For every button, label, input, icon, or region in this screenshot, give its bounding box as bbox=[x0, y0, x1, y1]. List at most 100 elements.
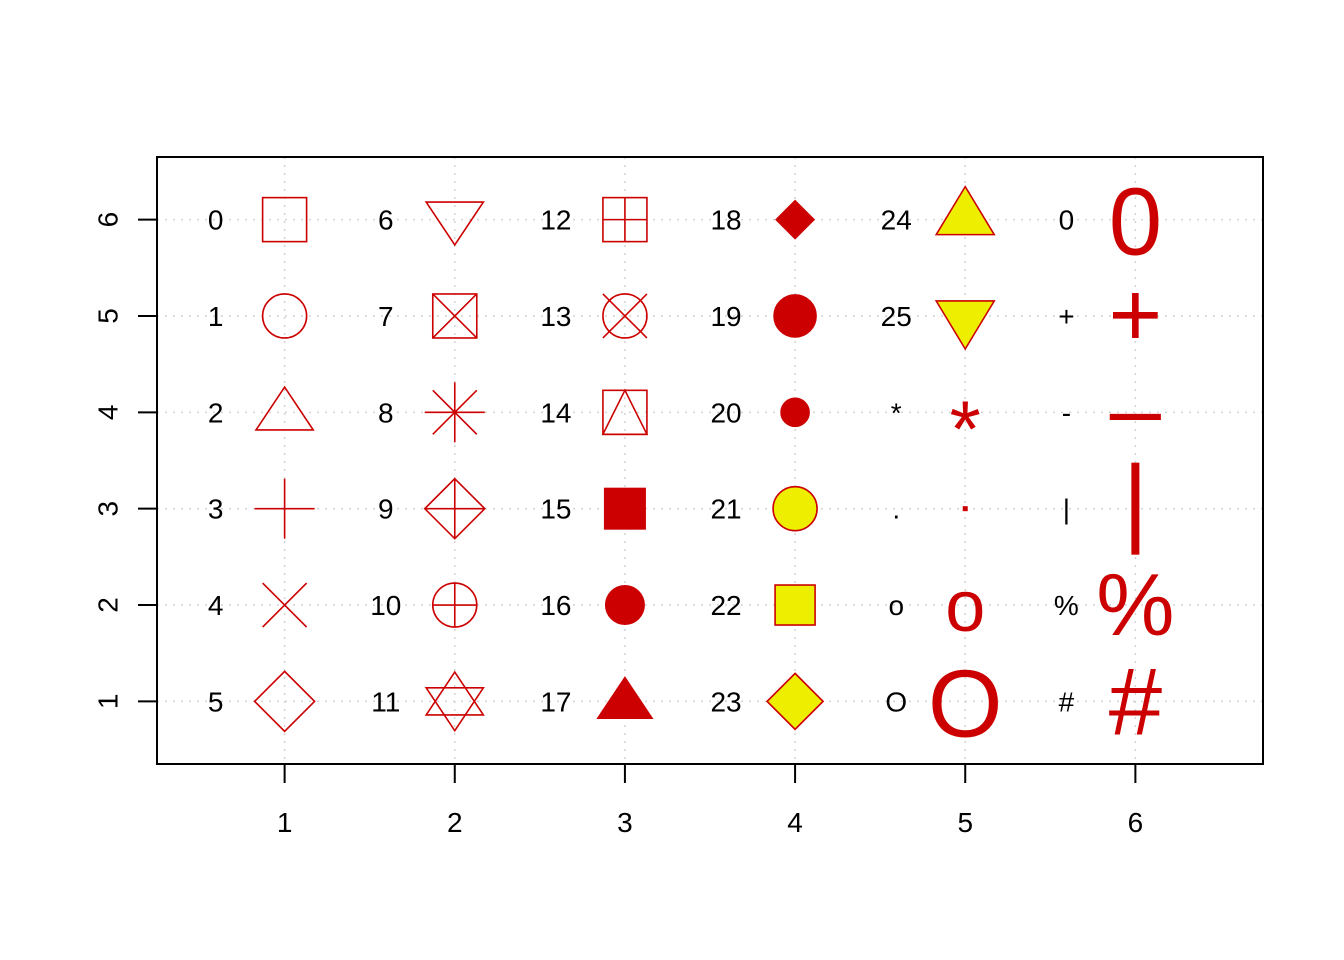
point-code-label: 17 bbox=[540, 686, 571, 717]
x-tick-label: 5 bbox=[957, 807, 973, 838]
symbol-shape bbox=[772, 485, 818, 532]
symbol-shape bbox=[603, 487, 646, 530]
symbol-shape bbox=[431, 293, 478, 339]
point-code-label: 3 bbox=[208, 494, 224, 525]
point-code-label: 25 bbox=[881, 301, 912, 332]
point-symbol bbox=[934, 300, 996, 351]
chart-point: # # bbox=[1059, 648, 1162, 755]
point-symbol bbox=[261, 196, 308, 243]
point-code-label: 13 bbox=[540, 301, 571, 332]
point-code-label: 21 bbox=[710, 494, 741, 525]
point-code-label: 6 bbox=[378, 205, 394, 236]
point-code-label: 23 bbox=[710, 686, 741, 717]
x-tick-label: 3 bbox=[617, 807, 633, 838]
y-tick-label: 1 bbox=[92, 694, 123, 710]
chart-point: - – bbox=[1062, 358, 1162, 460]
y-tick-label: 5 bbox=[92, 308, 123, 324]
chart-point: 3 bbox=[208, 478, 315, 539]
chart-point: 13 bbox=[540, 293, 648, 339]
symbol-shape bbox=[601, 388, 649, 436]
chart-point: %% bbox=[1054, 555, 1175, 654]
chart-point: 17 bbox=[540, 676, 654, 719]
chart-point: + + bbox=[1058, 264, 1162, 366]
symbol-shape bbox=[254, 385, 315, 431]
symbol-glyph: O bbox=[928, 650, 1003, 757]
point-symbol bbox=[775, 199, 816, 240]
symbol-shape bbox=[780, 397, 810, 428]
symbol-glyph: o bbox=[945, 567, 985, 647]
plot-frame bbox=[156, 156, 1264, 765]
point-symbol bbox=[962, 506, 968, 512]
point-code-label: 9 bbox=[378, 494, 394, 525]
point-symbol bbox=[262, 582, 308, 628]
symbol-glyph: % bbox=[1096, 555, 1174, 654]
symbol-shape bbox=[773, 294, 817, 338]
chart-point: 11 bbox=[371, 670, 485, 733]
symbol-shape bbox=[604, 585, 645, 626]
point-code-label: 7 bbox=[378, 301, 394, 332]
point-symbol: O bbox=[928, 650, 1003, 757]
grid-layer bbox=[157, 157, 1263, 764]
x-tick-label: 4 bbox=[787, 807, 803, 838]
chart-point: 4 bbox=[208, 582, 308, 628]
symbol-glyph: 0 bbox=[1109, 169, 1162, 276]
chart-point: * * bbox=[891, 384, 981, 473]
symbol-shape bbox=[253, 670, 316, 733]
symbol-shape bbox=[424, 686, 485, 733]
point-symbol bbox=[254, 385, 315, 431]
symbol-shape bbox=[765, 672, 825, 731]
chart-point: 1 bbox=[208, 293, 308, 339]
point-symbol: – bbox=[1110, 358, 1162, 460]
y-tick-label: 6 bbox=[92, 212, 123, 228]
point-code-label: o bbox=[888, 590, 904, 621]
symbol-shape bbox=[602, 389, 648, 436]
point-code-label: 19 bbox=[710, 301, 741, 332]
point-code-label: 8 bbox=[378, 397, 394, 428]
point-symbol bbox=[774, 584, 816, 626]
point-symbol: + bbox=[1109, 264, 1163, 366]
point-code-label: 0 bbox=[1059, 205, 1075, 236]
symbol-stroke bbox=[432, 293, 478, 339]
symbol-shape bbox=[424, 201, 485, 247]
symbol-glyph: * bbox=[950, 384, 981, 473]
point-symbol: o bbox=[945, 567, 985, 647]
point-symbol bbox=[602, 293, 648, 339]
chart-point: 21 bbox=[710, 485, 818, 532]
chart-point: 23 bbox=[710, 672, 825, 731]
chart-point: 22 bbox=[710, 584, 816, 626]
point-code-label: 24 bbox=[881, 205, 912, 236]
point-code-label: # bbox=[1059, 686, 1075, 717]
point-symbol bbox=[1131, 462, 1140, 555]
symbol-shape bbox=[261, 196, 308, 243]
chart-point: 7 bbox=[378, 293, 478, 339]
chart-point: 24 bbox=[881, 185, 996, 236]
chart-point: 16 bbox=[540, 585, 645, 626]
y-tick-label: 3 bbox=[92, 501, 123, 517]
point-code-label: 5 bbox=[208, 686, 224, 717]
symbol-glyph: – bbox=[1110, 358, 1162, 460]
point-symbol bbox=[765, 672, 825, 731]
x-tick-label: 6 bbox=[1128, 807, 1144, 838]
point-code-label: % bbox=[1054, 590, 1079, 621]
point-symbol bbox=[423, 477, 486, 540]
symbol-stroke bbox=[262, 582, 308, 628]
symbol-glyph: + bbox=[1109, 264, 1163, 366]
y-tick-label: 4 bbox=[92, 405, 123, 421]
symbol-glyph: # bbox=[1109, 648, 1162, 755]
point-code-label: 4 bbox=[208, 590, 224, 621]
symbol-stroke bbox=[432, 389, 478, 435]
chart-point: 12 bbox=[540, 196, 648, 243]
chart-point: 19 bbox=[710, 294, 817, 338]
chart-point: | bbox=[1063, 462, 1140, 555]
point-code-label: 18 bbox=[710, 205, 741, 236]
point-code-label: 16 bbox=[540, 590, 571, 621]
point-code-label: 14 bbox=[540, 397, 571, 428]
chart-point: 6 bbox=[378, 201, 485, 247]
point-symbol bbox=[431, 582, 478, 628]
chart-point: . bbox=[892, 494, 968, 525]
point-symbol bbox=[601, 388, 649, 436]
point-symbol bbox=[603, 487, 646, 530]
point-code-label: 22 bbox=[710, 590, 741, 621]
